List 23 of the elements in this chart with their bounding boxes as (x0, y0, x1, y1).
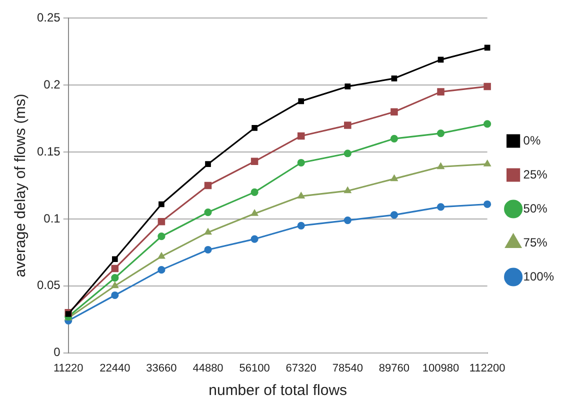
y-tick-label: 0.2 (44, 77, 61, 92)
x-tick-label: 33660 (146, 362, 177, 374)
y-tick-label: 0 (54, 345, 61, 360)
x-tick-label: 56100 (239, 362, 270, 374)
legend-label: 0% (523, 133, 541, 148)
y-tick-label: 0.1 (44, 211, 61, 226)
x-tick-label: 100980 (422, 362, 460, 374)
x-tick-label: 22440 (100, 362, 130, 374)
y-tick-label: 0.15 (36, 144, 61, 158)
y-tick-label: 0.05 (36, 278, 61, 292)
legend-label: 75% (523, 235, 548, 250)
y-tick-label: 0.25 (36, 10, 61, 25)
legend-label: 50% (523, 201, 548, 216)
y-axis-title: average delay of flows (ms) (12, 94, 30, 278)
x-tick-label: 67320 (286, 362, 316, 374)
x-tick-label: 11220 (53, 362, 84, 374)
legend-label: 25% (523, 167, 548, 182)
legend-label: 100% (523, 269, 554, 284)
x-tick-label: 78540 (332, 362, 363, 374)
x-axis-title: number of total flows (208, 382, 348, 400)
x-tick-label: 112200 (469, 362, 506, 374)
x-tick-label: 44880 (192, 362, 224, 374)
x-tick-label: 89760 (378, 362, 410, 374)
